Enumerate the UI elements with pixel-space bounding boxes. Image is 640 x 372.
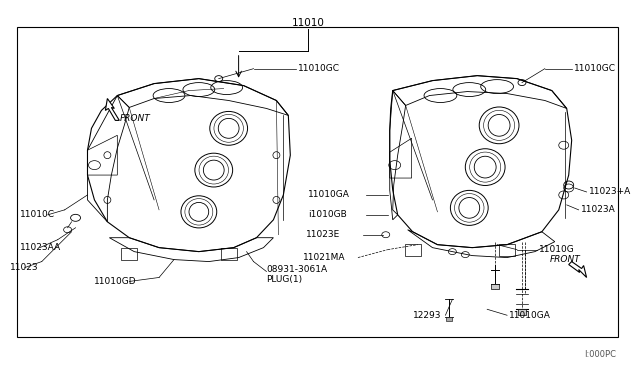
- Text: 11010: 11010: [292, 18, 324, 28]
- Bar: [404, 244, 420, 256]
- Bar: [122, 248, 137, 260]
- Bar: [499, 244, 515, 256]
- Text: 11023: 11023: [10, 263, 38, 272]
- Text: FRONT: FRONT: [119, 114, 150, 123]
- Text: 11021MA: 11021MA: [303, 253, 346, 262]
- Polygon shape: [106, 99, 119, 121]
- Text: 11023A: 11023A: [580, 205, 616, 214]
- Text: 11010GA: 11010GA: [509, 311, 551, 320]
- Text: 11010GA: 11010GA: [308, 190, 350, 199]
- Text: i1010GB: i1010GB: [308, 210, 347, 219]
- Bar: [17, 27, 618, 337]
- Text: 11010C: 11010C: [20, 210, 55, 219]
- Text: 11023E: 11023E: [306, 230, 340, 239]
- Bar: [447, 317, 452, 321]
- Text: 11023+A: 11023+A: [589, 187, 631, 196]
- Polygon shape: [569, 262, 587, 278]
- Text: I:000PC: I:000PC: [584, 350, 616, 359]
- Text: FRONT: FRONT: [550, 255, 580, 264]
- Bar: [518, 309, 526, 315]
- Text: 11010GC: 11010GC: [573, 64, 616, 73]
- Text: 11010GD: 11010GD: [95, 277, 137, 286]
- Text: 11010GC: 11010GC: [298, 64, 340, 73]
- Bar: [491, 285, 499, 289]
- Text: 11010G: 11010G: [539, 245, 575, 254]
- Text: 08931-3061A: 08931-3061A: [266, 265, 328, 274]
- Text: 12293: 12293: [413, 311, 441, 320]
- Bar: [221, 248, 237, 260]
- Text: 11023AA: 11023AA: [20, 243, 61, 252]
- Text: PLUG(1): PLUG(1): [266, 275, 303, 284]
